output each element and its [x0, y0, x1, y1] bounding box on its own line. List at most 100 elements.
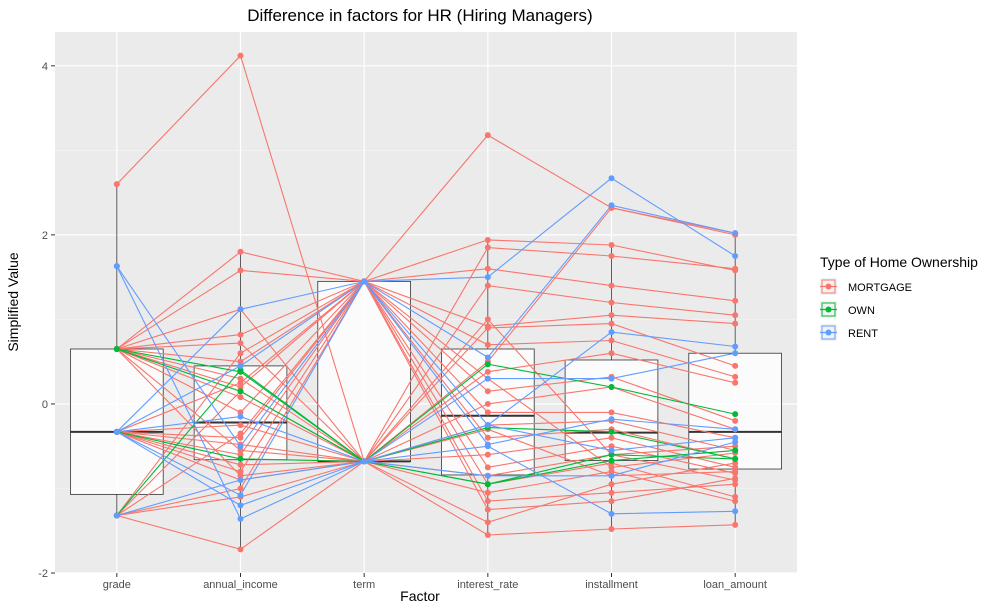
data-point-mortgage [608, 350, 615, 357]
data-point-own [608, 451, 615, 458]
y-tick-label: 2 [42, 230, 48, 242]
data-point-rent [608, 375, 615, 382]
data-point-mortgage [732, 373, 739, 380]
data-point-own [237, 367, 244, 374]
data-point-mortgage [484, 282, 491, 289]
data-point-rent [237, 413, 244, 420]
series-line-mortgage [116, 239, 736, 350]
data-point-mortgage [608, 498, 615, 505]
data-point-mortgage [732, 460, 739, 467]
series-points [113, 52, 739, 553]
data-point-mortgage [484, 409, 491, 416]
data-point-mortgage [237, 350, 244, 357]
legend-title: Type of Home Ownership [820, 254, 978, 270]
data-point-rent [484, 274, 491, 281]
x-tick-label: term [353, 579, 375, 591]
series-line-rent [116, 280, 736, 496]
data-point-rent [484, 375, 491, 382]
data-point-mortgage [484, 341, 491, 348]
data-point-mortgage [732, 320, 739, 327]
data-point-mortgage [484, 368, 491, 375]
legend-key-point [825, 283, 832, 290]
data-point-mortgage [484, 506, 491, 513]
data-point-mortgage [732, 493, 739, 500]
data-point-mortgage [237, 451, 244, 458]
series-line-mortgage [116, 268, 736, 350]
data-point-mortgage [237, 379, 244, 386]
data-point-rent [484, 422, 491, 429]
data-point-rent [608, 416, 615, 423]
data-point-rent [608, 472, 615, 479]
legend-key-point [825, 306, 832, 313]
data-point-mortgage [237, 267, 244, 274]
data-point-rent [237, 362, 244, 369]
data-point-rent [237, 492, 244, 499]
data-point-rent [732, 343, 739, 350]
data-point-mortgage [237, 384, 244, 391]
data-point-mortgage [732, 417, 739, 424]
data-point-mortgage [484, 434, 491, 441]
series-line-mortgage [116, 280, 736, 363]
data-point-own [608, 457, 615, 464]
data-point-own [113, 345, 120, 352]
data-point-mortgage [484, 265, 491, 272]
data-point-mortgage [237, 358, 244, 365]
data-point-rent [237, 306, 244, 313]
data-point-mortgage [484, 451, 491, 458]
data-point-rent [732, 438, 739, 445]
legend-label-mortgage: MORTGAGE [848, 282, 912, 294]
legend-key-box-outline [821, 279, 836, 294]
data-point-own [732, 411, 739, 418]
series-line-rent [116, 431, 736, 515]
data-point-rent [484, 472, 491, 479]
data-point-rent [732, 230, 739, 237]
data-point-mortgage [237, 546, 244, 553]
data-point-mortgage [237, 394, 244, 401]
legend-label-rent: RENT [848, 328, 878, 340]
series-line-mortgage [116, 280, 736, 516]
data-point-mortgage [608, 282, 615, 289]
series-line-own [116, 348, 736, 462]
series-line-mortgage [116, 280, 736, 439]
data-point-mortgage [732, 312, 739, 319]
series-line-mortgage [116, 280, 736, 516]
data-point-mortgage [237, 430, 244, 437]
data-point-mortgage [237, 472, 244, 479]
series-line-mortgage [116, 460, 736, 517]
data-point-mortgage [484, 388, 491, 395]
data-point-rent [237, 515, 244, 522]
data-point-mortgage [608, 337, 615, 344]
data-point-own [484, 361, 491, 368]
data-point-rent [608, 202, 615, 209]
data-point-mortgage [732, 297, 739, 304]
data-point-mortgage [608, 299, 615, 306]
data-point-mortgage [608, 489, 615, 496]
data-point-mortgage [732, 521, 739, 528]
data-point-rent [732, 253, 739, 260]
data-point-mortgage [732, 475, 739, 482]
data-point-rent [608, 175, 615, 182]
legend-label-own: OWN [848, 305, 875, 317]
series-line-mortgage [116, 348, 736, 463]
series-line-mortgage [116, 431, 736, 468]
data-point-rent [113, 263, 120, 270]
legend-key-box-outline [821, 325, 836, 340]
data-point-rent [237, 477, 244, 484]
data-point-mortgage [484, 400, 491, 407]
panel-background [55, 32, 797, 573]
data-point-mortgage [732, 443, 739, 450]
series-line-mortgage [116, 247, 736, 463]
data-point-mortgage [237, 461, 244, 468]
data-point-own [237, 455, 244, 462]
data-point-mortgage [608, 481, 615, 488]
data-point-own [732, 455, 739, 462]
data-point-mortgage [608, 443, 615, 450]
x-tick-label: interest_rate [457, 579, 518, 591]
data-point-mortgage [237, 248, 244, 255]
data-point-mortgage [113, 181, 120, 188]
data-point-rent [732, 350, 739, 357]
data-point-rent [113, 428, 120, 435]
data-point-mortgage [237, 52, 244, 59]
data-point-mortgage [732, 265, 739, 272]
